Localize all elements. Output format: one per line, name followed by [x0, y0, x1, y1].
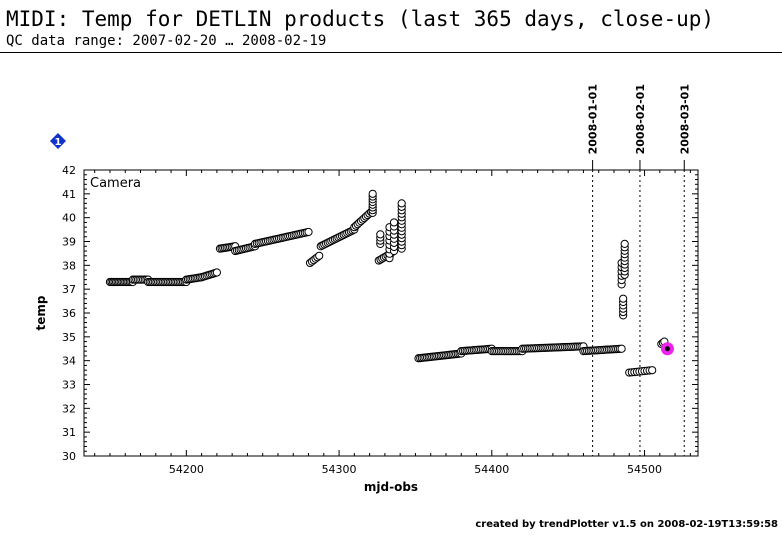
footer-credit: created by trendPlotter v1.5 on 2008-02-… — [475, 519, 778, 530]
data-point — [212, 268, 221, 277]
latest-point-highlight — [660, 342, 674, 356]
data-point — [397, 199, 406, 208]
x-tick-label: 54500 — [627, 463, 662, 476]
y-tick-label: 32 — [62, 402, 76, 415]
date-markers: 2008-01-01 2008-02-01 2008-03-01 — [587, 84, 691, 456]
x-axis-label: mjd-obs — [364, 480, 418, 494]
data-point — [315, 251, 324, 260]
y-tick-label: 42 — [62, 164, 76, 177]
data-points — [105, 189, 669, 377]
x-axis: 54200 54300 54400 54500 — [94, 170, 691, 476]
y-axis: 30 31 32 33 34 35 36 37 38 39 40 41 42 — [62, 164, 698, 463]
data-point — [648, 366, 657, 375]
y-tick-label: 38 — [62, 259, 76, 272]
diamond-icon: 1 — [50, 133, 66, 149]
legend-marker-label: 1 — [55, 137, 62, 148]
date-marker-label: 2008-03-01 — [678, 84, 691, 154]
page-subtitle: QC data range: 2007-02-20 … 2008-02-19 — [6, 33, 327, 49]
y-tick-label: 36 — [62, 307, 76, 320]
y-tick-label: 35 — [62, 331, 76, 344]
y-tick-label: 30 — [62, 450, 76, 463]
data-point — [620, 239, 629, 248]
panel-label: Camera — [90, 176, 141, 191]
x-tick-label: 54300 — [322, 463, 357, 476]
y-tick-label: 40 — [62, 212, 76, 225]
data-point — [619, 294, 628, 303]
date-marker-label: 2008-01-01 — [587, 84, 600, 154]
y-tick-label: 34 — [62, 355, 76, 368]
data-point — [368, 189, 377, 198]
y-tick-label: 37 — [62, 283, 76, 296]
x-tick-label: 54200 — [169, 463, 204, 476]
highlight-point — [664, 346, 670, 352]
y-tick-label: 41 — [62, 188, 76, 201]
data-point — [617, 344, 626, 353]
plot-frame — [83, 169, 699, 457]
y-tick-label: 31 — [62, 426, 76, 439]
x-tick-label: 54400 — [474, 463, 509, 476]
date-marker-label: 2008-02-01 — [634, 84, 647, 154]
y-axis-label: temp — [34, 295, 48, 330]
data-point — [376, 230, 385, 239]
y-tick-label: 39 — [62, 236, 76, 249]
page-header: MIDI: Temp for DETLIN products (last 365… — [6, 6, 782, 54]
page-title: MIDI: Temp for DETLIN products (last 365… — [6, 7, 715, 31]
y-tick-label: 33 — [62, 379, 76, 392]
header-divider — [0, 52, 782, 53]
data-point — [389, 218, 399, 227]
data-point — [304, 227, 313, 237]
